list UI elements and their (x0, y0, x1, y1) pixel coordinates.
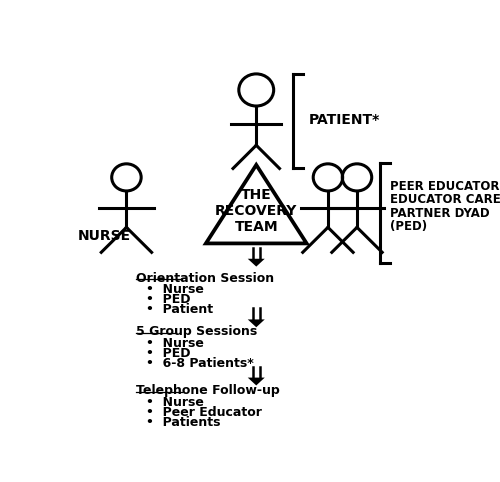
Text: •  Nurse: • Nurse (146, 337, 204, 350)
Text: PEER EDUCATOR &: PEER EDUCATOR & (390, 180, 500, 193)
Polygon shape (248, 320, 265, 327)
Text: •  6-8 Patients*: • 6-8 Patients* (146, 357, 254, 370)
Text: •  Patients: • Patients (146, 416, 220, 429)
Text: •  Nurse: • Nurse (146, 396, 204, 409)
Text: NURSE: NURSE (78, 229, 131, 243)
Text: PATIENT*: PATIENT* (308, 113, 380, 127)
Polygon shape (248, 259, 265, 267)
Text: (PED): (PED) (390, 220, 427, 233)
Polygon shape (248, 377, 265, 386)
Text: Telephone Follow-up: Telephone Follow-up (136, 384, 280, 397)
Text: •  PED: • PED (146, 294, 190, 307)
Text: •  Patient: • Patient (146, 303, 213, 316)
Text: EDUCATOR CARE: EDUCATOR CARE (390, 193, 500, 206)
Text: Orientation Session: Orientation Session (136, 272, 274, 285)
Text: THE
RECOVERY
TEAM: THE RECOVERY TEAM (215, 188, 298, 234)
Text: PARTNER DYAD: PARTNER DYAD (390, 207, 490, 220)
Text: •  PED: • PED (146, 347, 190, 360)
Text: •  Nurse: • Nurse (146, 283, 204, 296)
Text: 5 Group Sessions: 5 Group Sessions (136, 325, 258, 338)
Text: •  Peer Educator: • Peer Educator (146, 406, 262, 419)
